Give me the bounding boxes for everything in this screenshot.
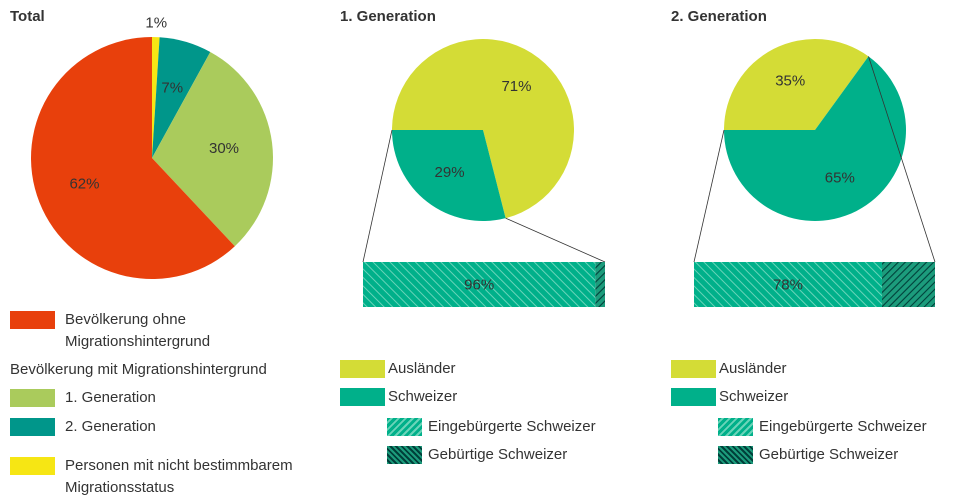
- connector: [868, 56, 936, 263]
- legend-swatch: [718, 418, 753, 436]
- chart-title: 1. Generation: [340, 8, 436, 25]
- legend-swatch: [387, 418, 422, 436]
- slice-label: 7%: [161, 79, 183, 96]
- slice-label: 29%: [435, 164, 465, 181]
- legend-label: Gebürtige Schweizer: [428, 446, 568, 463]
- legend-label: 2. Generation: [65, 418, 156, 435]
- legend-label: Schweizer: [388, 388, 458, 405]
- legend-label: Gebürtige Schweizer: [759, 446, 899, 463]
- slice-label: 30%: [209, 140, 239, 157]
- chart-title: 2. Generation: [671, 8, 767, 25]
- legend-heading: Bevölkerung mit Migrationshintergrund: [10, 361, 267, 378]
- legend-swatch: [340, 360, 385, 378]
- bar-label: 78%: [773, 276, 803, 293]
- legend-label: Personen mit nicht bestimmbarem Migratio…: [65, 457, 293, 496]
- bar-segment: [595, 262, 605, 307]
- legend-swatch: [671, 388, 716, 406]
- legend-label: Eingebürgerte Schweizer: [428, 418, 596, 435]
- connector: [693, 129, 725, 263]
- pie-slice: [152, 51, 273, 247]
- legend-swatch: [10, 418, 55, 436]
- legend-label: Eingebürgerte Schweizer: [759, 418, 927, 435]
- legend-swatch: [10, 389, 55, 407]
- legend-swatch: [387, 446, 422, 464]
- bar-segment: [363, 262, 596, 307]
- bar-label: 96%: [464, 276, 494, 293]
- pie-slice: [724, 38, 869, 130]
- legend-swatch: [10, 457, 55, 475]
- pie-slice: [392, 130, 506, 221]
- slice-label: 71%: [501, 78, 531, 95]
- pie-slice: [152, 37, 211, 158]
- legend-label: 1. Generation: [65, 389, 156, 406]
- connector: [505, 217, 606, 263]
- legend-label: Ausländer: [388, 360, 456, 377]
- slice-label: 35%: [775, 72, 805, 89]
- legend-label: Bevölkerung ohne Migrationshintergrund: [65, 311, 211, 350]
- pie-slice: [30, 37, 235, 279]
- legend-swatch: [10, 311, 55, 329]
- slice-label: 65%: [825, 170, 855, 187]
- chart-title: Total: [10, 8, 45, 25]
- legend-label: Ausländer: [719, 360, 787, 377]
- pie-slice: [724, 56, 907, 221]
- bar-segment: [881, 262, 935, 307]
- legend-swatch: [340, 388, 385, 406]
- pie-slice: [392, 38, 575, 219]
- slice-label: 1%: [145, 15, 167, 32]
- connector: [362, 129, 393, 263]
- bar-segment: [694, 262, 882, 307]
- legend-swatch: [718, 446, 753, 464]
- legend-label: Schweizer: [719, 388, 789, 405]
- pie-slice: [152, 37, 160, 158]
- legend-swatch: [671, 360, 716, 378]
- slice-label: 62%: [69, 176, 99, 193]
